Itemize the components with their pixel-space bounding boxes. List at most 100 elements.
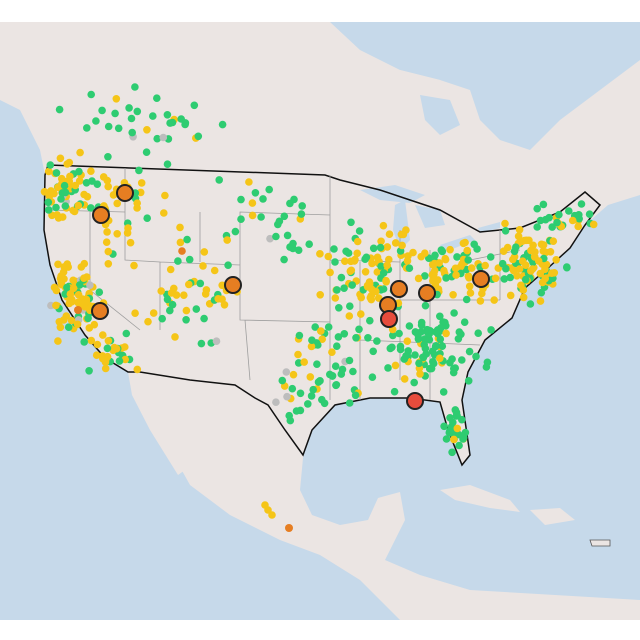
monitor-marker <box>442 329 450 338</box>
monitor-marker <box>84 314 92 323</box>
monitor-marker <box>415 359 423 368</box>
monitor-marker <box>403 337 412 346</box>
monitor-marker <box>454 335 463 343</box>
monitor-marker <box>476 297 485 305</box>
monitor-marker <box>210 266 219 275</box>
monitor-marker <box>288 384 297 393</box>
alert-marker <box>224 276 242 294</box>
monitor-marker <box>353 237 362 246</box>
monitor-marker <box>176 223 184 232</box>
monitor-marker <box>283 231 292 240</box>
monitor-marker <box>292 407 301 415</box>
monitor-marker <box>275 217 284 226</box>
monitor-marker <box>462 295 471 304</box>
monitor-marker <box>57 272 65 280</box>
monitor-marker <box>334 333 343 341</box>
monitor-marker <box>125 104 133 112</box>
monitor-marker <box>348 281 357 289</box>
monitor-marker <box>498 259 507 268</box>
monitor-marker <box>421 344 430 353</box>
alert-marker <box>418 284 436 302</box>
monitor-marker <box>351 391 360 400</box>
monitor-marker <box>454 430 463 439</box>
monitor-marker <box>438 342 447 351</box>
monitor-marker <box>355 325 363 334</box>
monitor-marker <box>73 320 82 329</box>
monitor-marker <box>369 244 378 253</box>
monitor-marker <box>545 213 553 222</box>
monitor-marker <box>178 247 186 255</box>
monitor-marker <box>87 204 95 212</box>
monitor-marker <box>128 128 136 137</box>
monitor-marker <box>512 243 520 251</box>
monitor-marker <box>431 251 439 260</box>
monitor-marker <box>446 245 454 254</box>
monitor-marker <box>499 247 508 255</box>
monitor-marker <box>185 280 193 289</box>
monitor-marker <box>436 312 444 321</box>
monitor-marker <box>122 329 131 338</box>
monitor-marker <box>448 448 456 457</box>
monitor-marker <box>450 309 458 317</box>
monitor-marker <box>563 263 571 271</box>
monitor-marker <box>55 105 64 114</box>
water <box>0 100 400 620</box>
monitor-marker <box>153 134 161 143</box>
monitor-marker <box>398 241 406 250</box>
monitor-marker <box>481 261 490 270</box>
monitor-marker <box>464 256 473 264</box>
monitor-marker <box>171 333 179 341</box>
monitor-marker <box>181 119 190 127</box>
monitor-marker <box>430 266 439 275</box>
monitor-marker <box>76 148 84 157</box>
monitor-marker <box>183 235 191 244</box>
monitor-marker <box>126 238 135 247</box>
monitor-marker <box>342 247 350 256</box>
monitor-marker <box>330 245 338 253</box>
monitor-marker <box>465 347 474 356</box>
monitor-marker <box>450 365 458 373</box>
monitor-marker <box>157 287 165 295</box>
monitor-marker <box>104 122 113 131</box>
monitor-marker <box>83 124 91 132</box>
monitor-marker <box>546 248 555 256</box>
monitor-marker <box>212 337 221 346</box>
monitor-marker <box>436 335 445 344</box>
alert-marker <box>406 392 424 410</box>
monitor-marker <box>88 177 96 185</box>
monitor-marker <box>539 241 548 249</box>
monitor-marker <box>491 274 500 283</box>
monitor-marker <box>297 210 306 218</box>
monitor-marker <box>405 322 414 330</box>
monitor-marker <box>552 255 560 264</box>
monitor-marker <box>351 255 359 264</box>
monitor-marker <box>318 335 327 344</box>
monitor-marker <box>347 218 355 227</box>
monitor-marker <box>85 324 94 332</box>
monitor-marker <box>311 323 320 331</box>
monitor-marker <box>215 176 223 184</box>
monitor-marker <box>416 370 424 378</box>
monitor-marker <box>439 388 448 396</box>
monitor-marker <box>160 209 168 217</box>
lake <box>393 200 410 250</box>
monitor-marker <box>104 247 113 256</box>
monitor-marker <box>50 189 58 198</box>
monitor-marker <box>391 361 400 370</box>
monitor-marker <box>259 195 267 203</box>
monitor-marker <box>458 260 466 268</box>
monitor-marker <box>331 294 340 302</box>
monitor-marker <box>533 223 541 231</box>
monitor-marker <box>135 166 143 175</box>
monitor-marker <box>294 350 302 359</box>
monitor-marker <box>400 375 409 383</box>
monitor-marker <box>268 511 276 519</box>
monitor-marker <box>248 211 257 220</box>
monitor-marker <box>446 414 454 422</box>
monitor-marker <box>364 334 372 342</box>
monitor-marker <box>87 90 95 99</box>
monitor-marker <box>102 238 111 246</box>
monitor-marker <box>464 377 473 385</box>
monitor-marker <box>519 293 528 302</box>
